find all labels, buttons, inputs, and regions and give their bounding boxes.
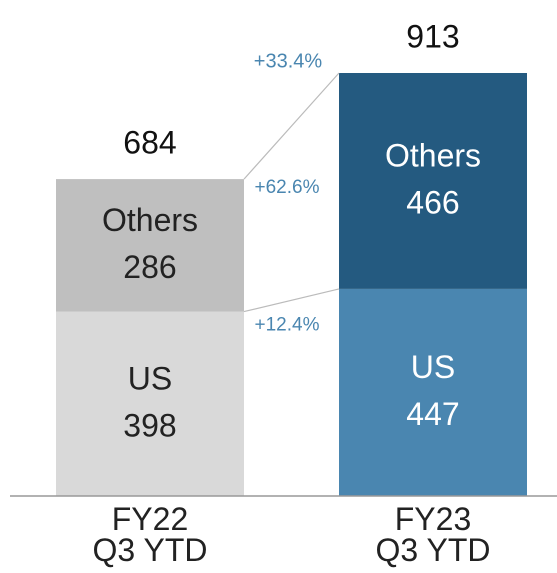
x-tick-label: FY22 Q3 YTD bbox=[93, 501, 208, 568]
bar-segment bbox=[339, 288, 527, 496]
growth-annotation: +62.6% bbox=[255, 177, 320, 198]
connector bbox=[243, 288, 340, 313]
x-tick-label: FY23 Q3 YTD bbox=[376, 501, 491, 568]
segment-name: Others bbox=[385, 137, 481, 173]
segment-value: 286 bbox=[123, 249, 176, 285]
segment-name: US bbox=[128, 360, 172, 396]
total-label: 913 bbox=[406, 18, 459, 54]
growth-annotation: +33.4% bbox=[254, 50, 323, 72]
bar-segment bbox=[56, 311, 244, 496]
connector bbox=[243, 72, 340, 180]
total-label: 684 bbox=[123, 125, 176, 161]
segment-name: Others bbox=[102, 202, 198, 238]
segment-value: 466 bbox=[406, 184, 459, 220]
bar-segment bbox=[56, 179, 244, 312]
bar-segment bbox=[339, 73, 527, 289]
segment-value: 447 bbox=[406, 396, 459, 432]
segment-value: 398 bbox=[123, 407, 176, 443]
segment-name: US bbox=[411, 349, 455, 385]
growth-annotation: +12.4% bbox=[255, 315, 320, 336]
